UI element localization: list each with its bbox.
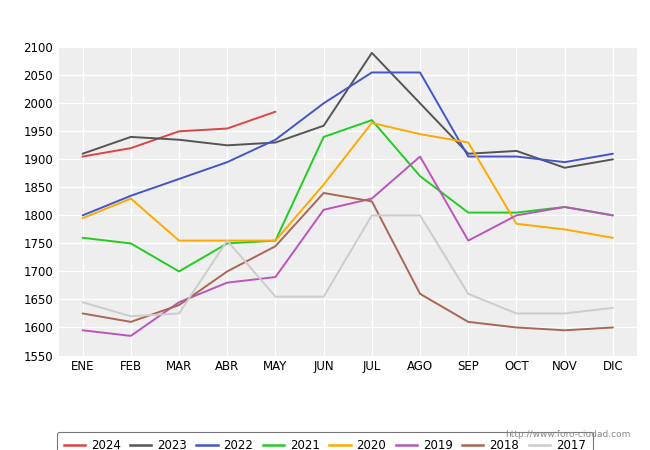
Legend: 2024, 2023, 2022, 2021, 2020, 2019, 2018, 2017: 2024, 2023, 2022, 2021, 2020, 2019, 2018… bbox=[57, 432, 593, 450]
Text: http://www.foro-ciudad.com: http://www.foro-ciudad.com bbox=[505, 430, 630, 439]
Text: Afiliados en Cunit a 31/5/2024: Afiliados en Cunit a 31/5/2024 bbox=[194, 13, 456, 31]
